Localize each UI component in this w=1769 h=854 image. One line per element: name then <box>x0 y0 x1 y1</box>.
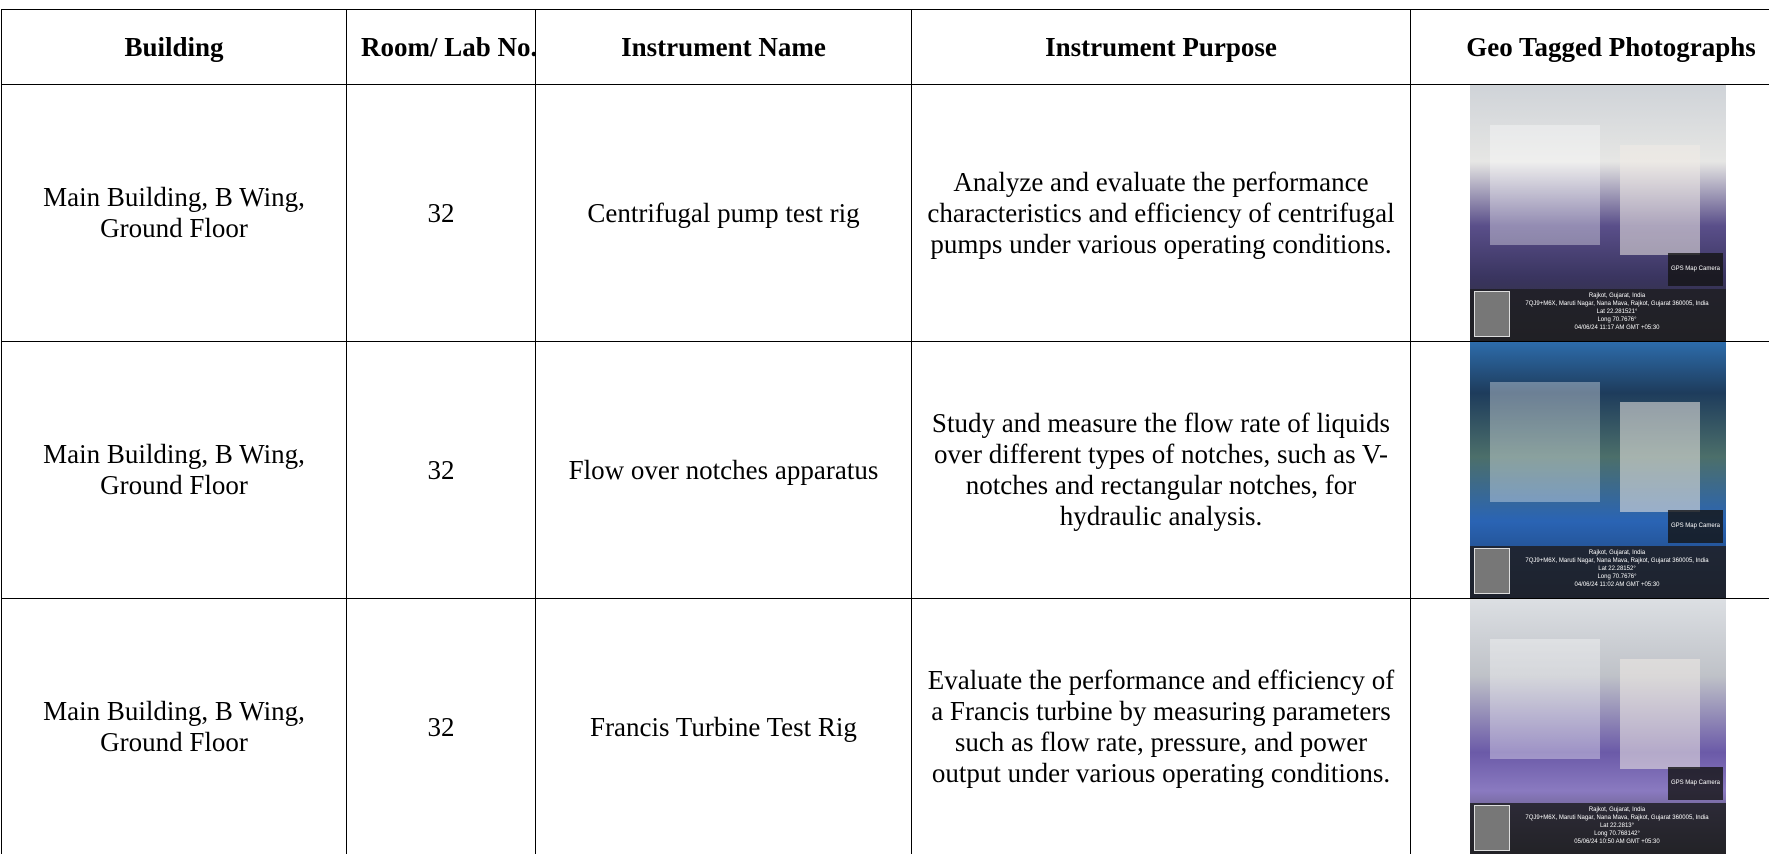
map-thumbnail <box>1474 548 1510 594</box>
gps-badge: GPS Map Camera <box>1667 767 1723 800</box>
geo-photo: GPS Map Camera Rajkot, Gujarat, India 7QJ9… <box>1470 342 1726 598</box>
gps-caption: Rajkot, Gujarat, India 7QJ9+M6X, Maruti N… <box>1470 289 1726 341</box>
gps-caption: Rajkot, Gujarat, India 7QJ9+M6X, Maruti N… <box>1470 546 1726 598</box>
table-row: Main Building, B Wing, Ground Floor 32 Fra… <box>1 598 1769 854</box>
purpose-cell: Analyze and evaluate the performance cha… <box>911 84 1411 342</box>
caption-line: Long 70.768142° <box>1594 831 1640 837</box>
caption-line: Rajkot, Gujarat, India <box>1588 293 1646 299</box>
instrument-table: Building Room/ Lab No. Instrument Name Inst… <box>1 9 1769 854</box>
name-cell: Flow over notches apparatus <box>535 341 912 599</box>
header-cell: Geo Tagged Photographs <box>1410 9 1769 85</box>
photo-cell: GPS Map Camera Rajkot, Gujarat, India 7QJ9… <box>1410 84 1769 342</box>
caption-line: Long 70.7676° <box>1597 317 1637 323</box>
photo-equipment <box>1490 125 1600 245</box>
geo-photo: GPS Map Camera Rajkot, Gujarat, India 7QJ9… <box>1470 599 1726 854</box>
name-cell: Centrifugal pump test rig <box>535 84 912 342</box>
table-row: Main Building, B Wing, Ground Floor 32 Flo… <box>1 341 1769 599</box>
gps-caption: Rajkot, Gujarat, India 7QJ9+M6X, Maruti N… <box>1470 803 1726 854</box>
purpose-cell: Study and measure the flow rate of liqui… <box>911 341 1411 599</box>
caption-line: Long 70.7676° <box>1597 574 1637 580</box>
photo-equipment <box>1490 382 1600 502</box>
building-cell: Main Building, B Wing, Ground Floor <box>1 84 347 342</box>
caption-line: 7QJ9+M6X, Maruti Nagar, Nana Mava, Rajko… <box>1525 558 1709 564</box>
table-body: Main Building, B Wing, Ground Floor 32 Cen… <box>1 84 1769 854</box>
gps-badge: GPS Map Camera <box>1667 253 1723 286</box>
room-cell: 32 <box>346 84 536 342</box>
header-cell: Building <box>1 9 347 85</box>
name-cell: Francis Turbine Test Rig <box>535 598 912 854</box>
table-row: Main Building, B Wing, Ground Floor 32 Cen… <box>1 84 1769 342</box>
photo-equipment <box>1620 402 1700 512</box>
room-cell: 32 <box>346 598 536 854</box>
caption-line: 7QJ9+M6X, Maruti Nagar, Nana Mava, Rajko… <box>1525 301 1709 307</box>
caption-line: Rajkot, Gujarat, India <box>1588 807 1646 813</box>
header-cell: Instrument Name <box>535 9 912 85</box>
caption-line: Lat 22.281521° <box>1596 309 1638 315</box>
photo-cell: GPS Map Camera Rajkot, Gujarat, India 7QJ9… <box>1410 341 1769 599</box>
photo-cell: GPS Map Camera Rajkot, Gujarat, India 7QJ9… <box>1410 598 1769 854</box>
header-row: Building Room/ Lab No. Instrument Name Inst… <box>1 9 1769 85</box>
header-cell: Instrument Purpose <box>911 9 1411 85</box>
gps-badge: GPS Map Camera <box>1667 510 1723 543</box>
map-thumbnail <box>1474 805 1510 851</box>
building-cell: Main Building, B Wing, Ground Floor <box>1 598 347 854</box>
building-cell: Main Building, B Wing, Ground Floor <box>1 341 347 599</box>
caption-line: Lat 22.28152° <box>1598 566 1636 572</box>
photo-equipment <box>1620 145 1700 255</box>
caption-line: Rajkot, Gujarat, India <box>1588 550 1646 556</box>
map-thumbnail <box>1474 291 1510 337</box>
caption-line: 7QJ9+M6X, Maruti Nagar, Nana Mava, Rajko… <box>1525 815 1709 821</box>
caption-line: 04/06/24 11:17 AM GMT +05:30 <box>1574 325 1660 331</box>
room-cell: 32 <box>346 341 536 599</box>
purpose-cell: Evaluate the performance and efficiency … <box>911 598 1411 854</box>
caption-line: 05/06/24 10:50 AM GMT +05:30 <box>1574 839 1660 845</box>
geo-photo: GPS Map Camera Rajkot, Gujarat, India 7QJ9… <box>1470 85 1726 341</box>
photo-equipment <box>1490 639 1600 759</box>
photo-equipment <box>1620 659 1700 769</box>
caption-line: Lat 22.2813° <box>1599 823 1635 829</box>
header-cell: Room/ Lab No. <box>346 9 537 85</box>
caption-line: 04/06/24 11:02 AM GMT +05:30 <box>1574 582 1660 588</box>
